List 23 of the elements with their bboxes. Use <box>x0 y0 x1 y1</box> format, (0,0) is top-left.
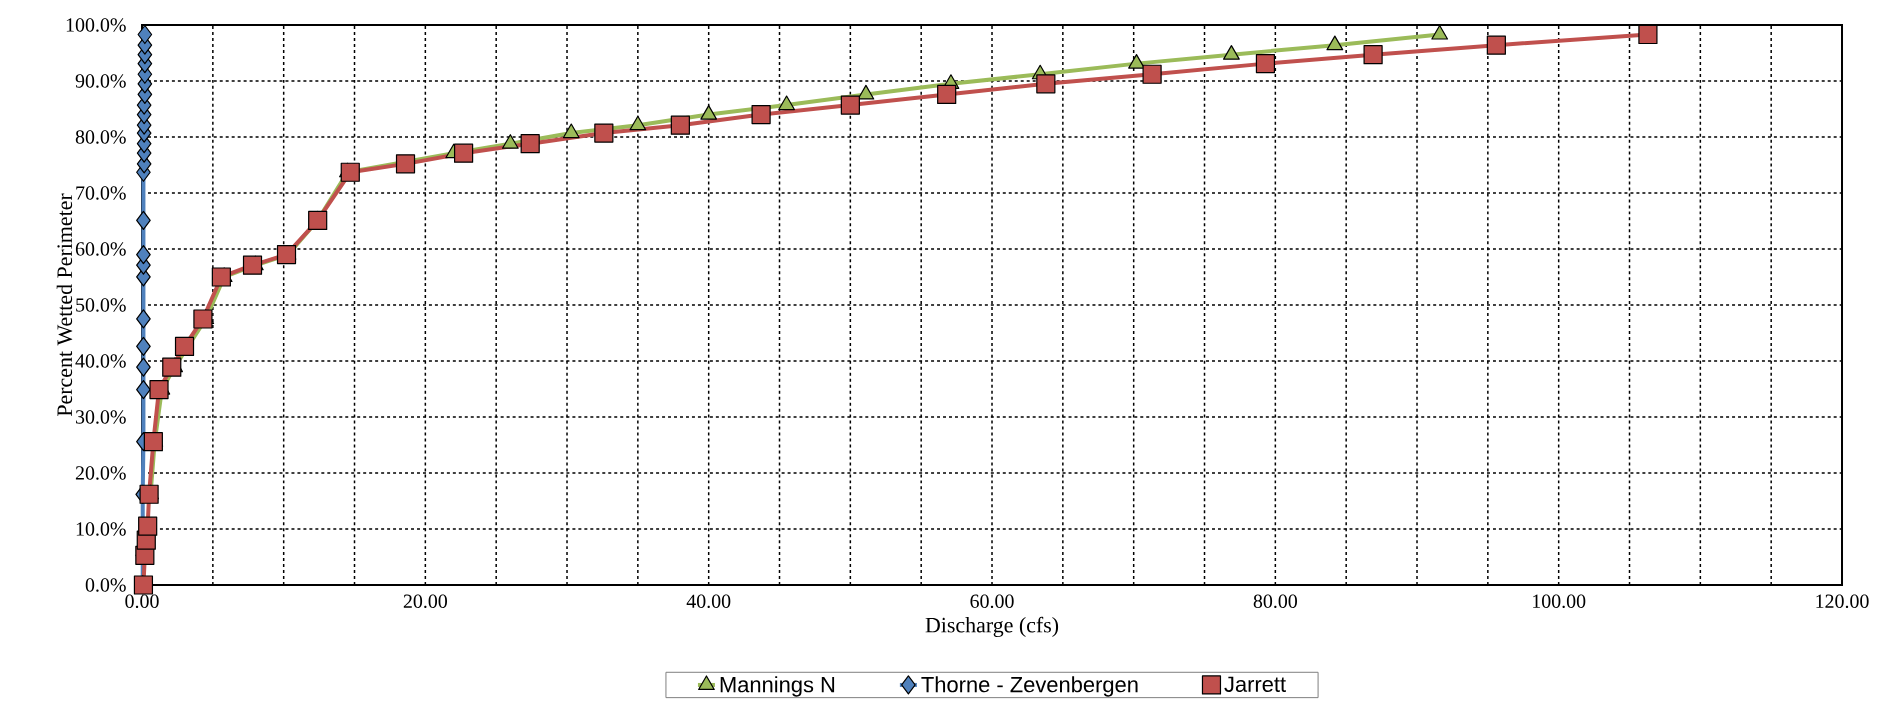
y-tick-label: 10.0% <box>76 522 126 536</box>
y-tick-label: 40.0% <box>75 354 126 368</box>
y-tick-label: 80.0% <box>75 130 126 144</box>
x-tick-label: 100.00 <box>1533 594 1586 609</box>
legend-label: Jarrett <box>1224 676 1286 692</box>
x-tick-label: 80.00 <box>1253 594 1297 609</box>
x-tick-label: 120.00 <box>1816 594 1869 609</box>
x-tick-label: 20.00 <box>403 594 448 609</box>
y-tick-label: 20.0% <box>75 466 126 480</box>
y-tick-label: 50.0% <box>76 298 126 312</box>
legend-label: Thorne - Zevenbergen <box>921 676 1138 697</box>
x-tick-label: 40.00 <box>686 594 731 609</box>
y-tick-label: 90.0% <box>75 74 126 88</box>
x-axis-title: Discharge (cfs) <box>925 616 1059 638</box>
y-axis-title: Percent Wetted Perimeter <box>56 193 73 417</box>
y-tick-label: 100.0% <box>66 18 126 32</box>
x-tick-label: 60.00 <box>970 594 1014 609</box>
y-tick-label: 30.0% <box>75 410 126 424</box>
legend-label: Mannings N <box>720 676 835 697</box>
y-tick-label: 70.0% <box>76 186 126 200</box>
y-tick-label: 0.0% <box>85 578 126 592</box>
y-tick-label: 60.0% <box>75 242 126 256</box>
x-tick-label: 0.00 <box>125 594 159 609</box>
